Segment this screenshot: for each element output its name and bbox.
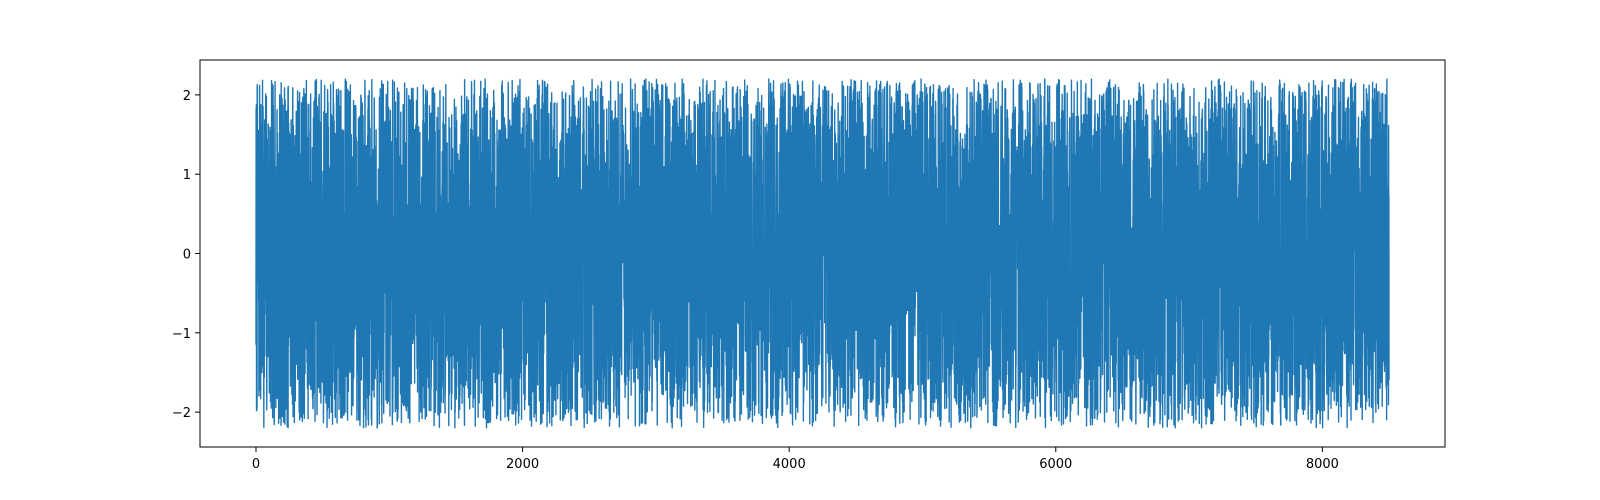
x-tick-label: 2000 [506, 457, 539, 472]
series-line-1 [255, 78, 1390, 429]
x-tick-label: 8000 [1306, 457, 1339, 472]
y-tick-label: 1 [183, 168, 191, 183]
x-tick-label: 6000 [1039, 457, 1072, 472]
axes-layer: 0 2000 4000 6000 8000 −2 −1 0 1 2 [172, 59, 1446, 472]
y-tick-label: 0 [183, 248, 191, 263]
y-tick-label: −1 [172, 327, 191, 342]
x-tick-label: 4000 [773, 457, 806, 472]
y-tick-label: −2 [172, 406, 191, 421]
series-layer [255, 78, 1390, 429]
y-tick-label: 2 [183, 89, 191, 104]
x-tick-label: 0 [252, 457, 260, 472]
